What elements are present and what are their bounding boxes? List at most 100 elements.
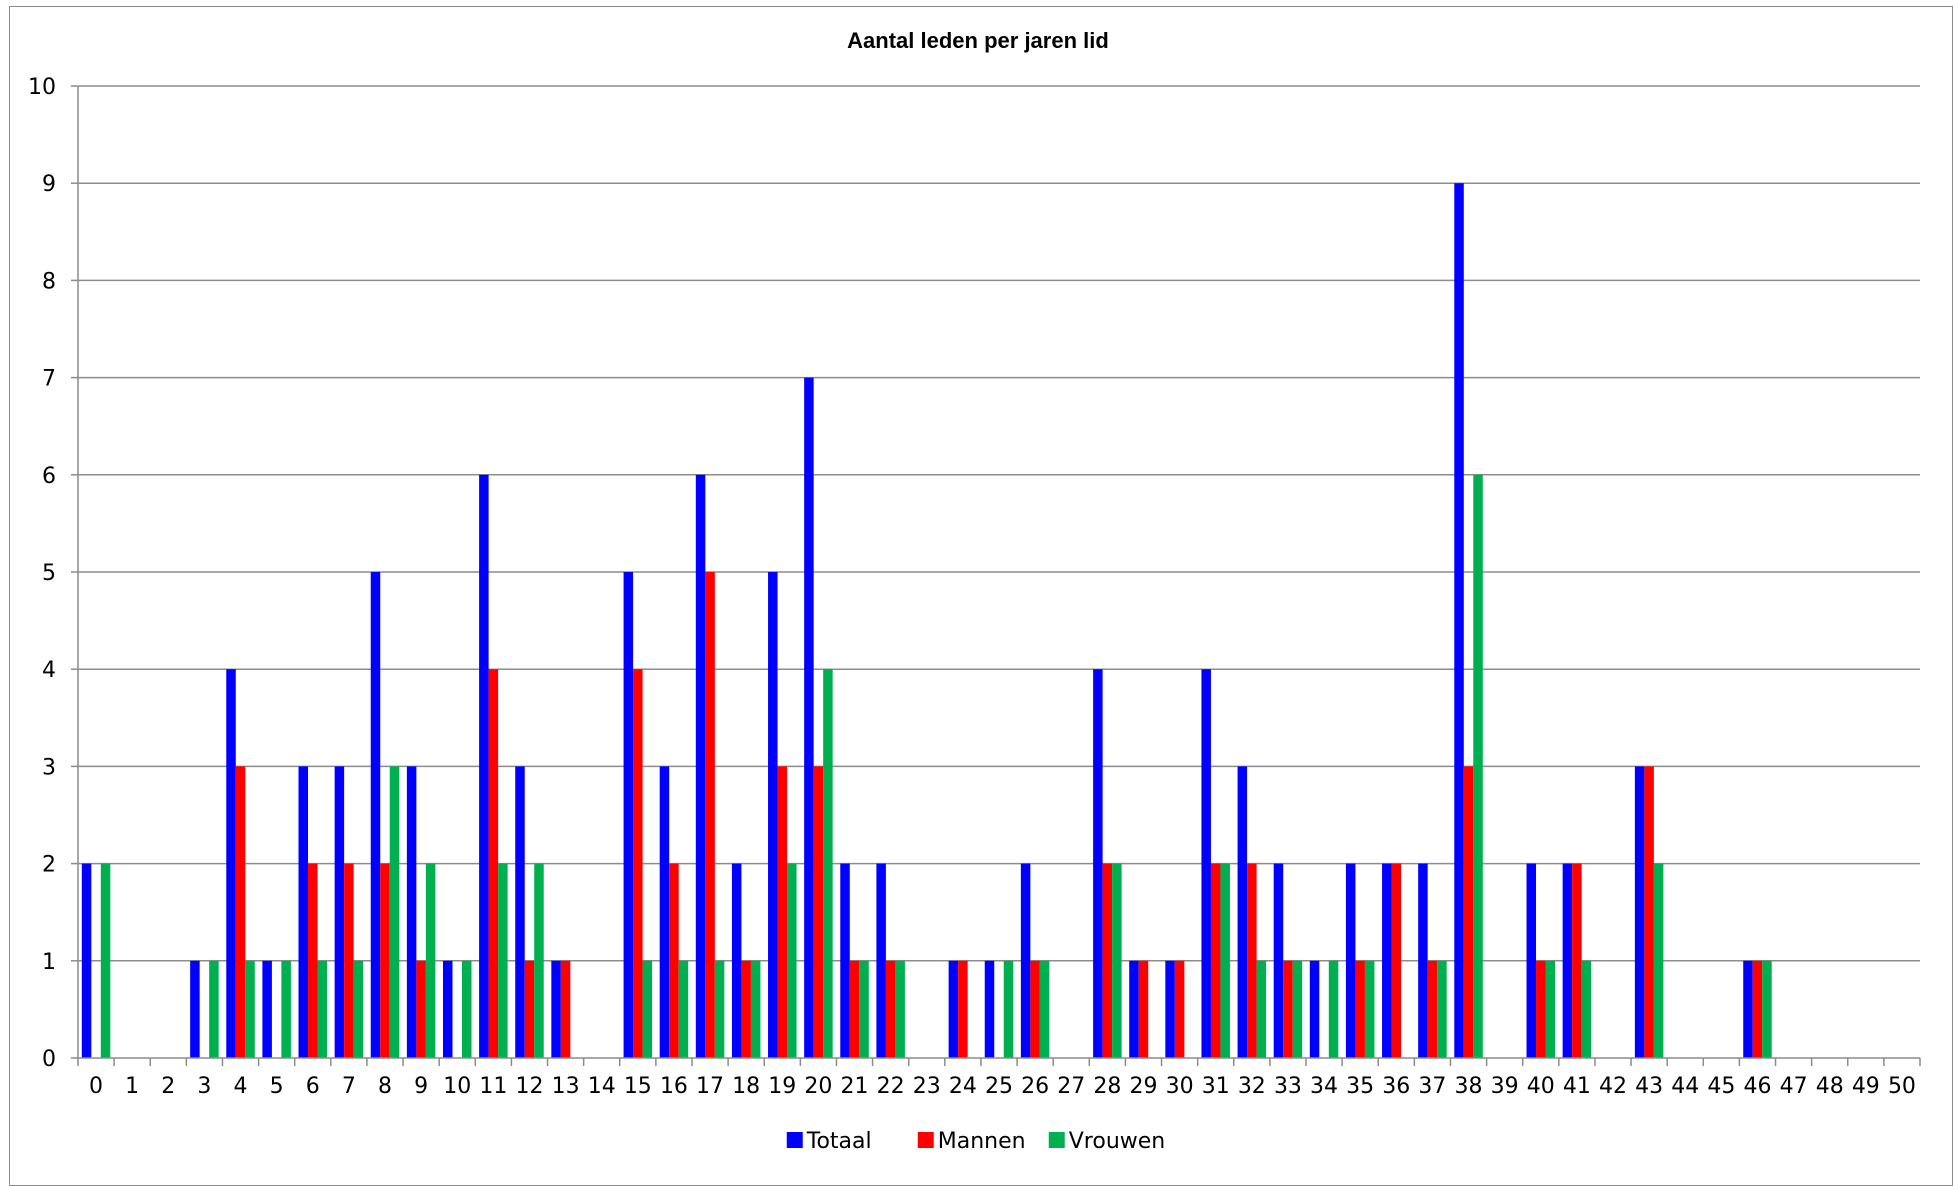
x-tick-label: 36	[1382, 1074, 1410, 1099]
bar-vrouwen	[498, 863, 508, 1058]
bar-vrouwen	[1003, 960, 1014, 1058]
x-tick-label: 28	[1093, 1074, 1121, 1099]
x-tick-label: 19	[768, 1074, 796, 1099]
x-tick-label: 42	[1599, 1074, 1627, 1099]
y-tick-label: 2	[42, 853, 56, 878]
bar-mannen	[416, 960, 426, 1058]
x-tick-label: 8	[378, 1074, 392, 1099]
legend-swatch-vrouwen	[1048, 1132, 1065, 1148]
bar-vrouwen	[353, 960, 364, 1058]
bar-vrouwen	[678, 960, 689, 1058]
bar-mannen	[1644, 766, 1654, 1058]
bar-totaal	[442, 960, 453, 1058]
legend-swatch-mannen	[917, 1132, 934, 1148]
x-tick-label: 44	[1671, 1074, 1699, 1099]
bar-mannen	[777, 766, 788, 1058]
bar-vrouwen	[823, 669, 833, 1058]
x-tick-label: 12	[515, 1074, 543, 1099]
bar-vrouwen	[1328, 960, 1339, 1058]
bar-totaal	[876, 863, 886, 1058]
bar-totaal	[1634, 766, 1645, 1058]
x-tick-label: 1	[125, 1074, 139, 1099]
x-tick-label: 16	[660, 1074, 688, 1099]
bar-mannen	[235, 766, 246, 1058]
x-tick-label: 35	[1346, 1074, 1374, 1099]
x-tick-label: 21	[841, 1074, 869, 1099]
bar-totaal	[1345, 863, 1356, 1058]
bar-totaal	[515, 766, 525, 1058]
x-tick-label: 39	[1491, 1074, 1519, 1099]
x-tick-label: 49	[1852, 1074, 1880, 1099]
bar-mannen	[1174, 960, 1185, 1058]
x-tick-label: 31	[1202, 1074, 1230, 1099]
bar-totaal	[479, 474, 489, 1058]
x-tick-label: 38	[1455, 1074, 1483, 1099]
x-tick-label: 34	[1310, 1074, 1338, 1099]
bar-vrouwen	[1581, 960, 1592, 1058]
y-tick-label: 4	[42, 658, 56, 683]
x-tick-label: 9	[414, 1074, 428, 1099]
bar-vrouwen	[1039, 960, 1050, 1058]
bar-mannen	[1355, 960, 1365, 1058]
x-tick-label: 3	[197, 1074, 211, 1099]
bar-vrouwen	[317, 960, 328, 1058]
y-tick-label: 1	[42, 950, 56, 975]
bar-totaal	[623, 572, 634, 1058]
x-tick-label: 40	[1527, 1074, 1555, 1099]
bar-vrouwen	[1473, 474, 1483, 1058]
bar-mannen	[524, 960, 535, 1058]
y-tick-label: 5	[42, 561, 56, 586]
bar-vrouwen	[245, 960, 255, 1058]
bar-vrouwen	[1292, 960, 1303, 1058]
x-tick-label: 37	[1418, 1074, 1446, 1099]
x-tick-label: 6	[306, 1074, 320, 1099]
bar-totaal	[1562, 863, 1573, 1058]
bar-mannen	[813, 766, 824, 1058]
x-tick-label: 15	[624, 1074, 652, 1099]
x-tick-label: 20	[804, 1074, 832, 1099]
x-tick-label: 50	[1888, 1074, 1916, 1099]
bar-totaal	[226, 669, 236, 1058]
bar-mannen	[1102, 863, 1113, 1058]
bar-totaal	[1237, 766, 1248, 1058]
bar-totaal	[804, 377, 814, 1059]
x-tick-label: 41	[1563, 1074, 1591, 1099]
bar-vrouwen	[859, 960, 869, 1058]
x-tick-label: 33	[1274, 1074, 1302, 1099]
bar-mannen	[1391, 863, 1402, 1058]
bar-mannen	[560, 960, 571, 1058]
bar-vrouwen	[425, 863, 436, 1058]
bar-totaal	[695, 474, 706, 1058]
chart-frame	[9, 6, 1953, 1186]
y-tick-label: 9	[42, 172, 56, 197]
bar-totaal	[1526, 863, 1537, 1058]
x-tick-label: 46	[1743, 1074, 1771, 1099]
bar-mannen	[849, 960, 860, 1058]
bar-totaal	[1454, 183, 1464, 1058]
bar-totaal	[1165, 960, 1175, 1058]
bar-totaal	[406, 766, 417, 1058]
bar-totaal	[948, 960, 959, 1058]
bar-vrouwen	[1112, 863, 1122, 1058]
bar-vrouwen	[787, 863, 797, 1058]
legend-label-vrouwen: Vrouwen	[1069, 1129, 1166, 1154]
y-tick-label: 3	[42, 755, 56, 780]
y-tick-label: 6	[42, 464, 56, 489]
y-tick-label: 10	[28, 75, 56, 100]
bar-mannen	[1247, 863, 1257, 1058]
bar-mannen	[1030, 960, 1040, 1058]
y-tick-label: 7	[42, 367, 56, 392]
x-tick-label: 27	[1057, 1074, 1085, 1099]
bar-vrouwen	[100, 863, 111, 1058]
bar-vrouwen	[461, 960, 472, 1058]
x-tick-label: 30	[1166, 1074, 1194, 1099]
x-tick-label: 23	[913, 1074, 941, 1099]
y-tick-label: 0	[42, 1047, 56, 1072]
y-tick-label: 8	[42, 269, 56, 294]
bar-vrouwen	[1256, 960, 1267, 1058]
bar-vrouwen	[1653, 863, 1664, 1058]
bar-totaal	[1273, 863, 1284, 1058]
x-tick-label: 4	[234, 1074, 248, 1099]
legend-label-totaal: Totaal	[806, 1129, 872, 1154]
